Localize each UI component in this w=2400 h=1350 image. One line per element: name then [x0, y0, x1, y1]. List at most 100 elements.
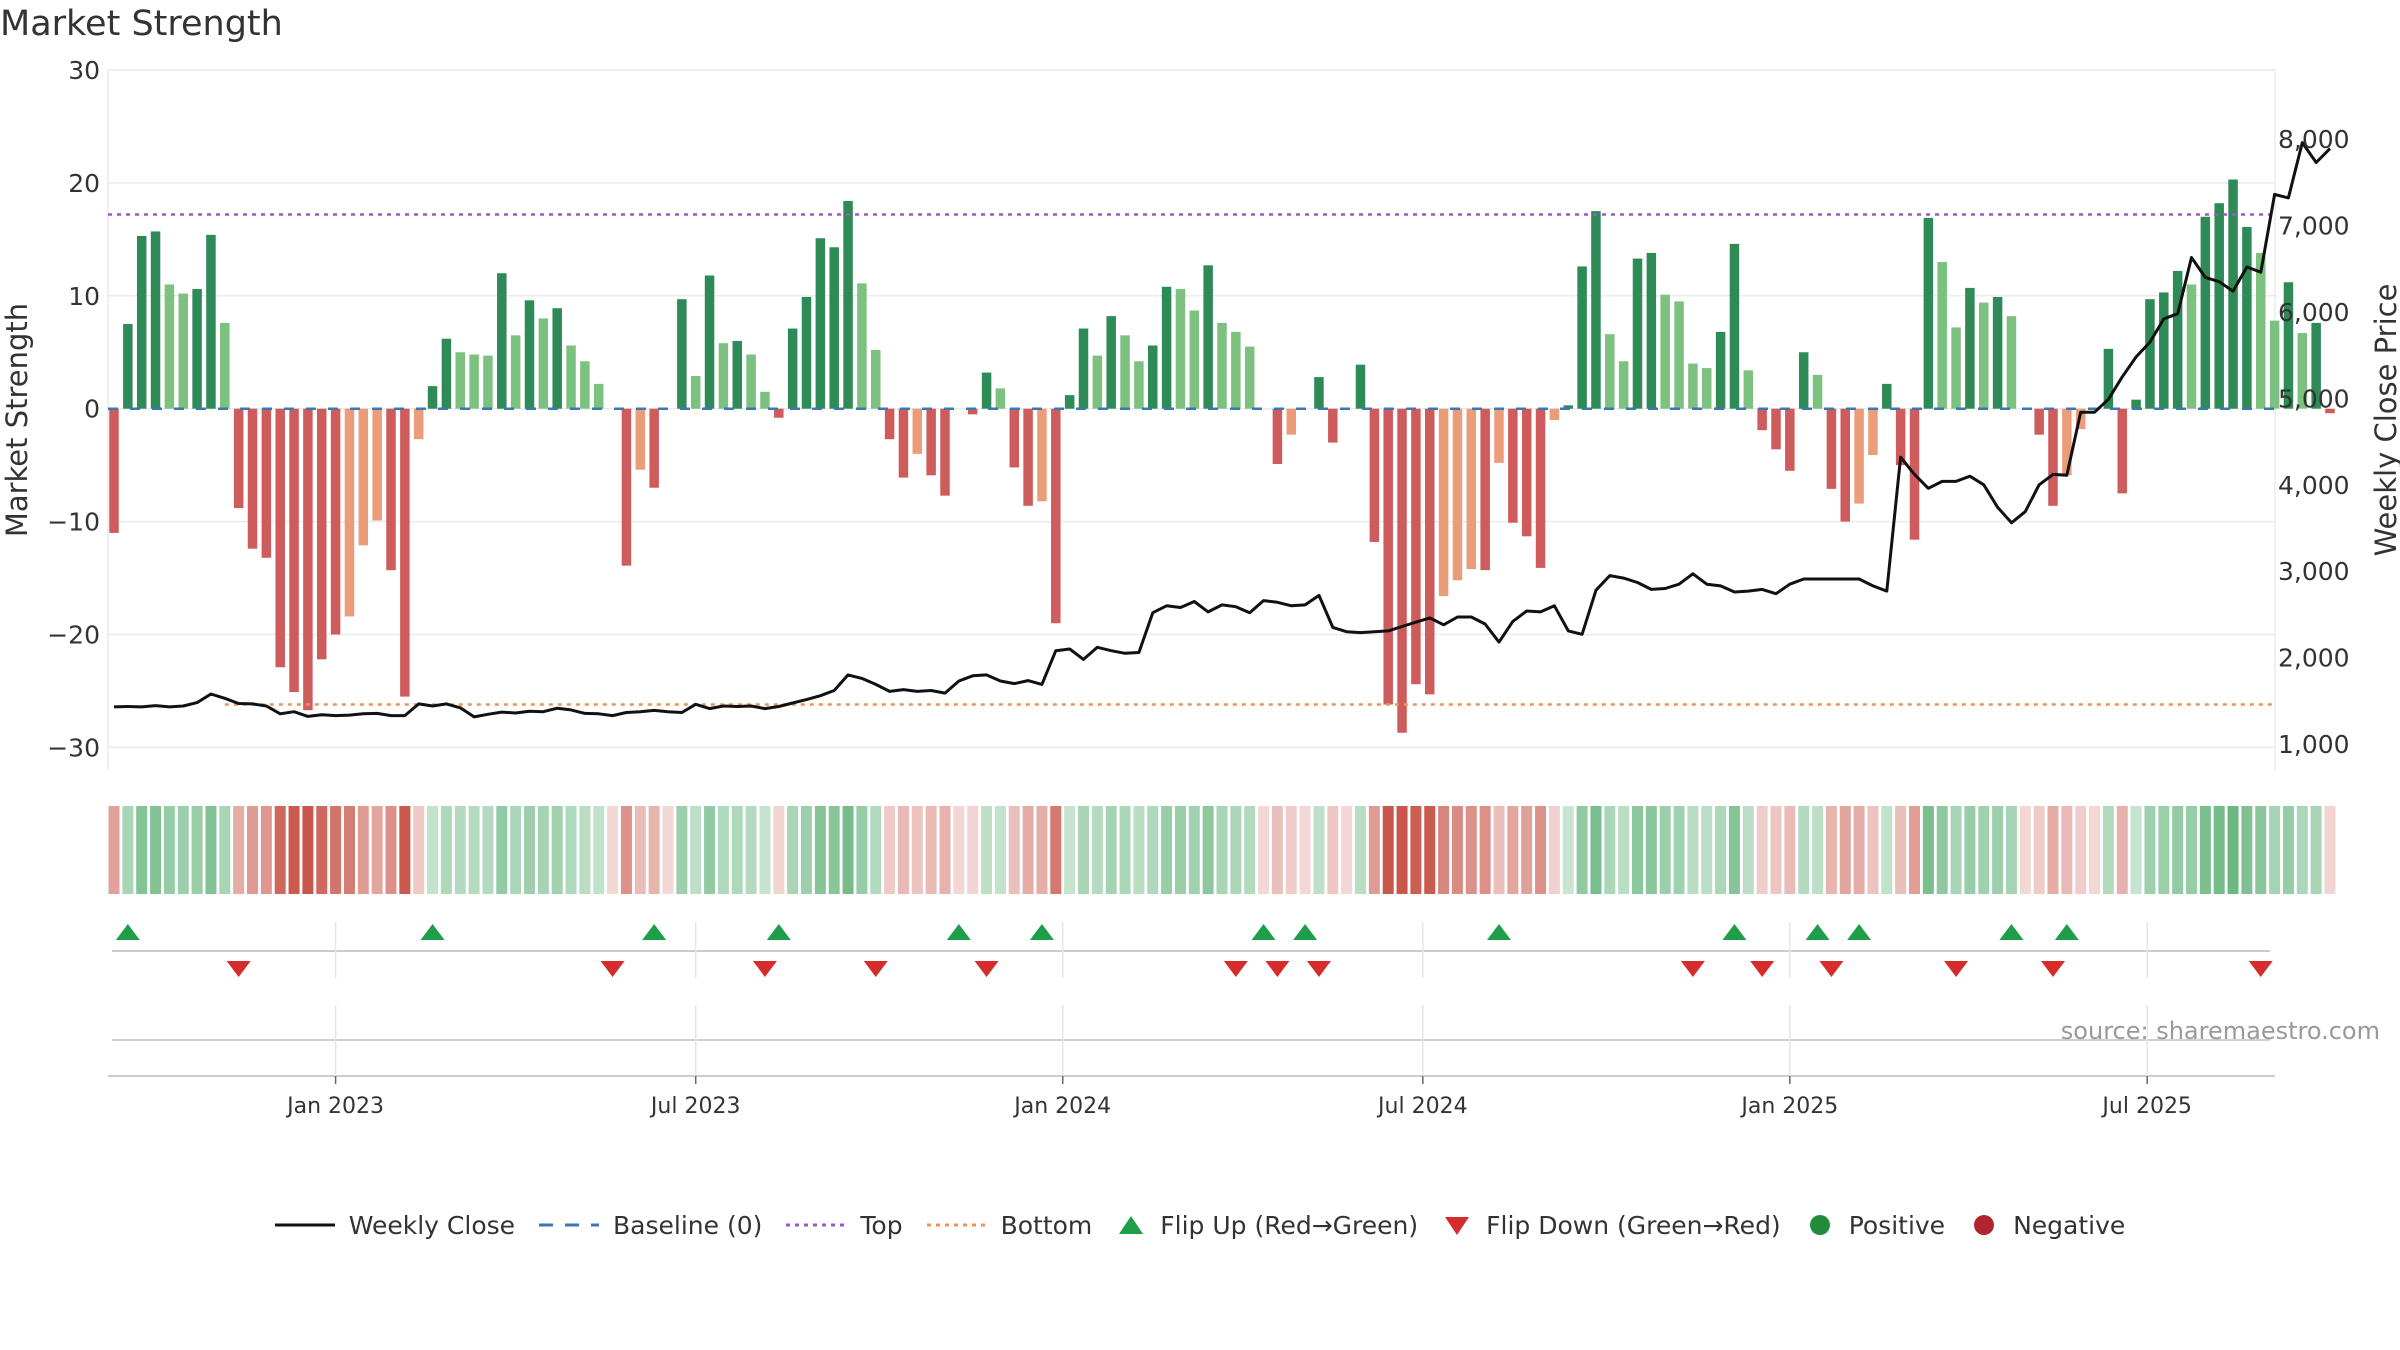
- strength-bars: [109, 179, 2335, 733]
- left-tick-label: 10: [68, 282, 100, 311]
- strength-bar: [2200, 216, 2211, 409]
- heat-cell: [1479, 806, 1491, 894]
- strength-bar: [1508, 408, 1518, 523]
- strength-bar: [441, 338, 452, 409]
- heat-cell: [1673, 806, 1685, 894]
- legend-label: Positive: [1848, 1210, 1946, 1240]
- strength-bar: [1937, 261, 1947, 409]
- strength-bar: [1452, 408, 1463, 581]
- strength-bar: [524, 300, 535, 409]
- heat-cell: [1174, 806, 1186, 894]
- source-label: source: sharemaestro.com: [2061, 1017, 2380, 1045]
- heat-cell: [1396, 806, 1408, 894]
- flip-down-marker: [974, 961, 999, 977]
- strength-bar: [1383, 408, 1393, 705]
- strength-bar: [1882, 383, 1892, 409]
- strength-bar: [1148, 345, 1158, 409]
- flip-up-marker: [1805, 924, 1830, 940]
- heat-cell: [1548, 806, 1560, 894]
- heat-cell: [260, 806, 272, 894]
- heat-cell: [620, 806, 632, 894]
- strength-bar: [1134, 361, 1144, 409]
- heat-cell: [967, 806, 979, 894]
- strength-bar: [732, 340, 742, 409]
- strength-bar: [192, 289, 202, 409]
- strength-bar: [1812, 374, 1823, 409]
- heat-cell: [1078, 806, 1089, 894]
- x-tick-label: Jan 2023: [285, 1094, 384, 1119]
- legend-label: Top: [860, 1210, 903, 1240]
- strength-bar: [1785, 408, 1795, 471]
- strength-bar: [123, 324, 133, 409]
- grid-lines: [107, 69, 2276, 770]
- flip-up-marker: [642, 924, 667, 940]
- strength-bar: [1244, 346, 1255, 409]
- strength-bar: [109, 408, 119, 533]
- heat-cell: [1535, 806, 1547, 894]
- strength-bar: [1618, 361, 1629, 409]
- heat-cell: [1936, 806, 1948, 894]
- heat-cell: [537, 806, 549, 894]
- strength-bar: [1923, 217, 1934, 409]
- strength-bar: [1064, 395, 1075, 409]
- heat-cell: [1368, 806, 1380, 894]
- strength-bar: [829, 247, 839, 409]
- heat-cell: [524, 806, 535, 894]
- heat-cell: [1105, 806, 1117, 894]
- heat-cell: [2047, 806, 2059, 894]
- heat-cell: [1507, 806, 1519, 894]
- strength-bar: [1674, 301, 1684, 409]
- heat-cell: [1022, 806, 1034, 894]
- legend-item: Flip Up (Red→Green): [1116, 1211, 1418, 1240]
- heat-cell: [399, 806, 411, 894]
- heat-cell: [925, 806, 937, 894]
- heat-cell: [1341, 806, 1353, 894]
- heat-cell: [1992, 806, 2004, 894]
- heat-cell: [1299, 806, 1311, 894]
- heat-cell: [468, 806, 480, 894]
- strength-bar: [2242, 226, 2252, 409]
- heat-cell: [1216, 806, 1228, 894]
- right-tick-label: 1,000: [2278, 730, 2350, 759]
- right-tick-label: 4,000: [2278, 471, 2350, 500]
- heat-cell: [870, 806, 882, 894]
- strength-bar: [1009, 408, 1019, 468]
- heat-cell: [676, 806, 688, 894]
- strength-heat-strip: [108, 806, 2336, 894]
- right-tick-label: 8,000: [2278, 125, 2350, 154]
- strength-bar: [815, 238, 826, 409]
- flip-down-marker: [752, 961, 777, 977]
- strength-bar: [635, 408, 646, 470]
- strength-bar: [1979, 302, 1989, 409]
- triangle-up-icon: [1119, 1216, 1144, 1234]
- strength-bar: [1023, 408, 1033, 506]
- heat-cell: [2324, 806, 2336, 894]
- heat-cell: [1438, 806, 1450, 894]
- strength-bar: [372, 408, 382, 521]
- legend-item: Baseline (0): [539, 1211, 762, 1240]
- flip-up-marker: [420, 924, 445, 940]
- strength-bar: [2186, 284, 2197, 409]
- strength-bar: [1729, 243, 1740, 409]
- right-tick-label: 5,000: [2278, 384, 2350, 413]
- strength-bar: [1757, 408, 1767, 431]
- heat-cell: [1978, 806, 1990, 894]
- heat-cell: [1742, 806, 1754, 894]
- strength-bar: [2006, 316, 2017, 409]
- heat-cell: [593, 806, 605, 894]
- heat-cell: [247, 806, 258, 894]
- left-tick-label: 0: [84, 395, 100, 424]
- strength-bar: [1563, 405, 1573, 409]
- heat-cell: [219, 806, 231, 894]
- heat-cell: [316, 806, 328, 894]
- heat-cell: [191, 806, 203, 894]
- strength-bar: [552, 308, 562, 409]
- price-line-group: [113, 141, 2332, 719]
- strength-bar: [1480, 408, 1490, 571]
- strength-bar: [2145, 299, 2155, 409]
- strength-bar: [2325, 408, 2335, 414]
- strength-bar: [261, 408, 272, 558]
- heat-cell: [1701, 806, 1713, 894]
- heat-cell: [1715, 806, 1727, 894]
